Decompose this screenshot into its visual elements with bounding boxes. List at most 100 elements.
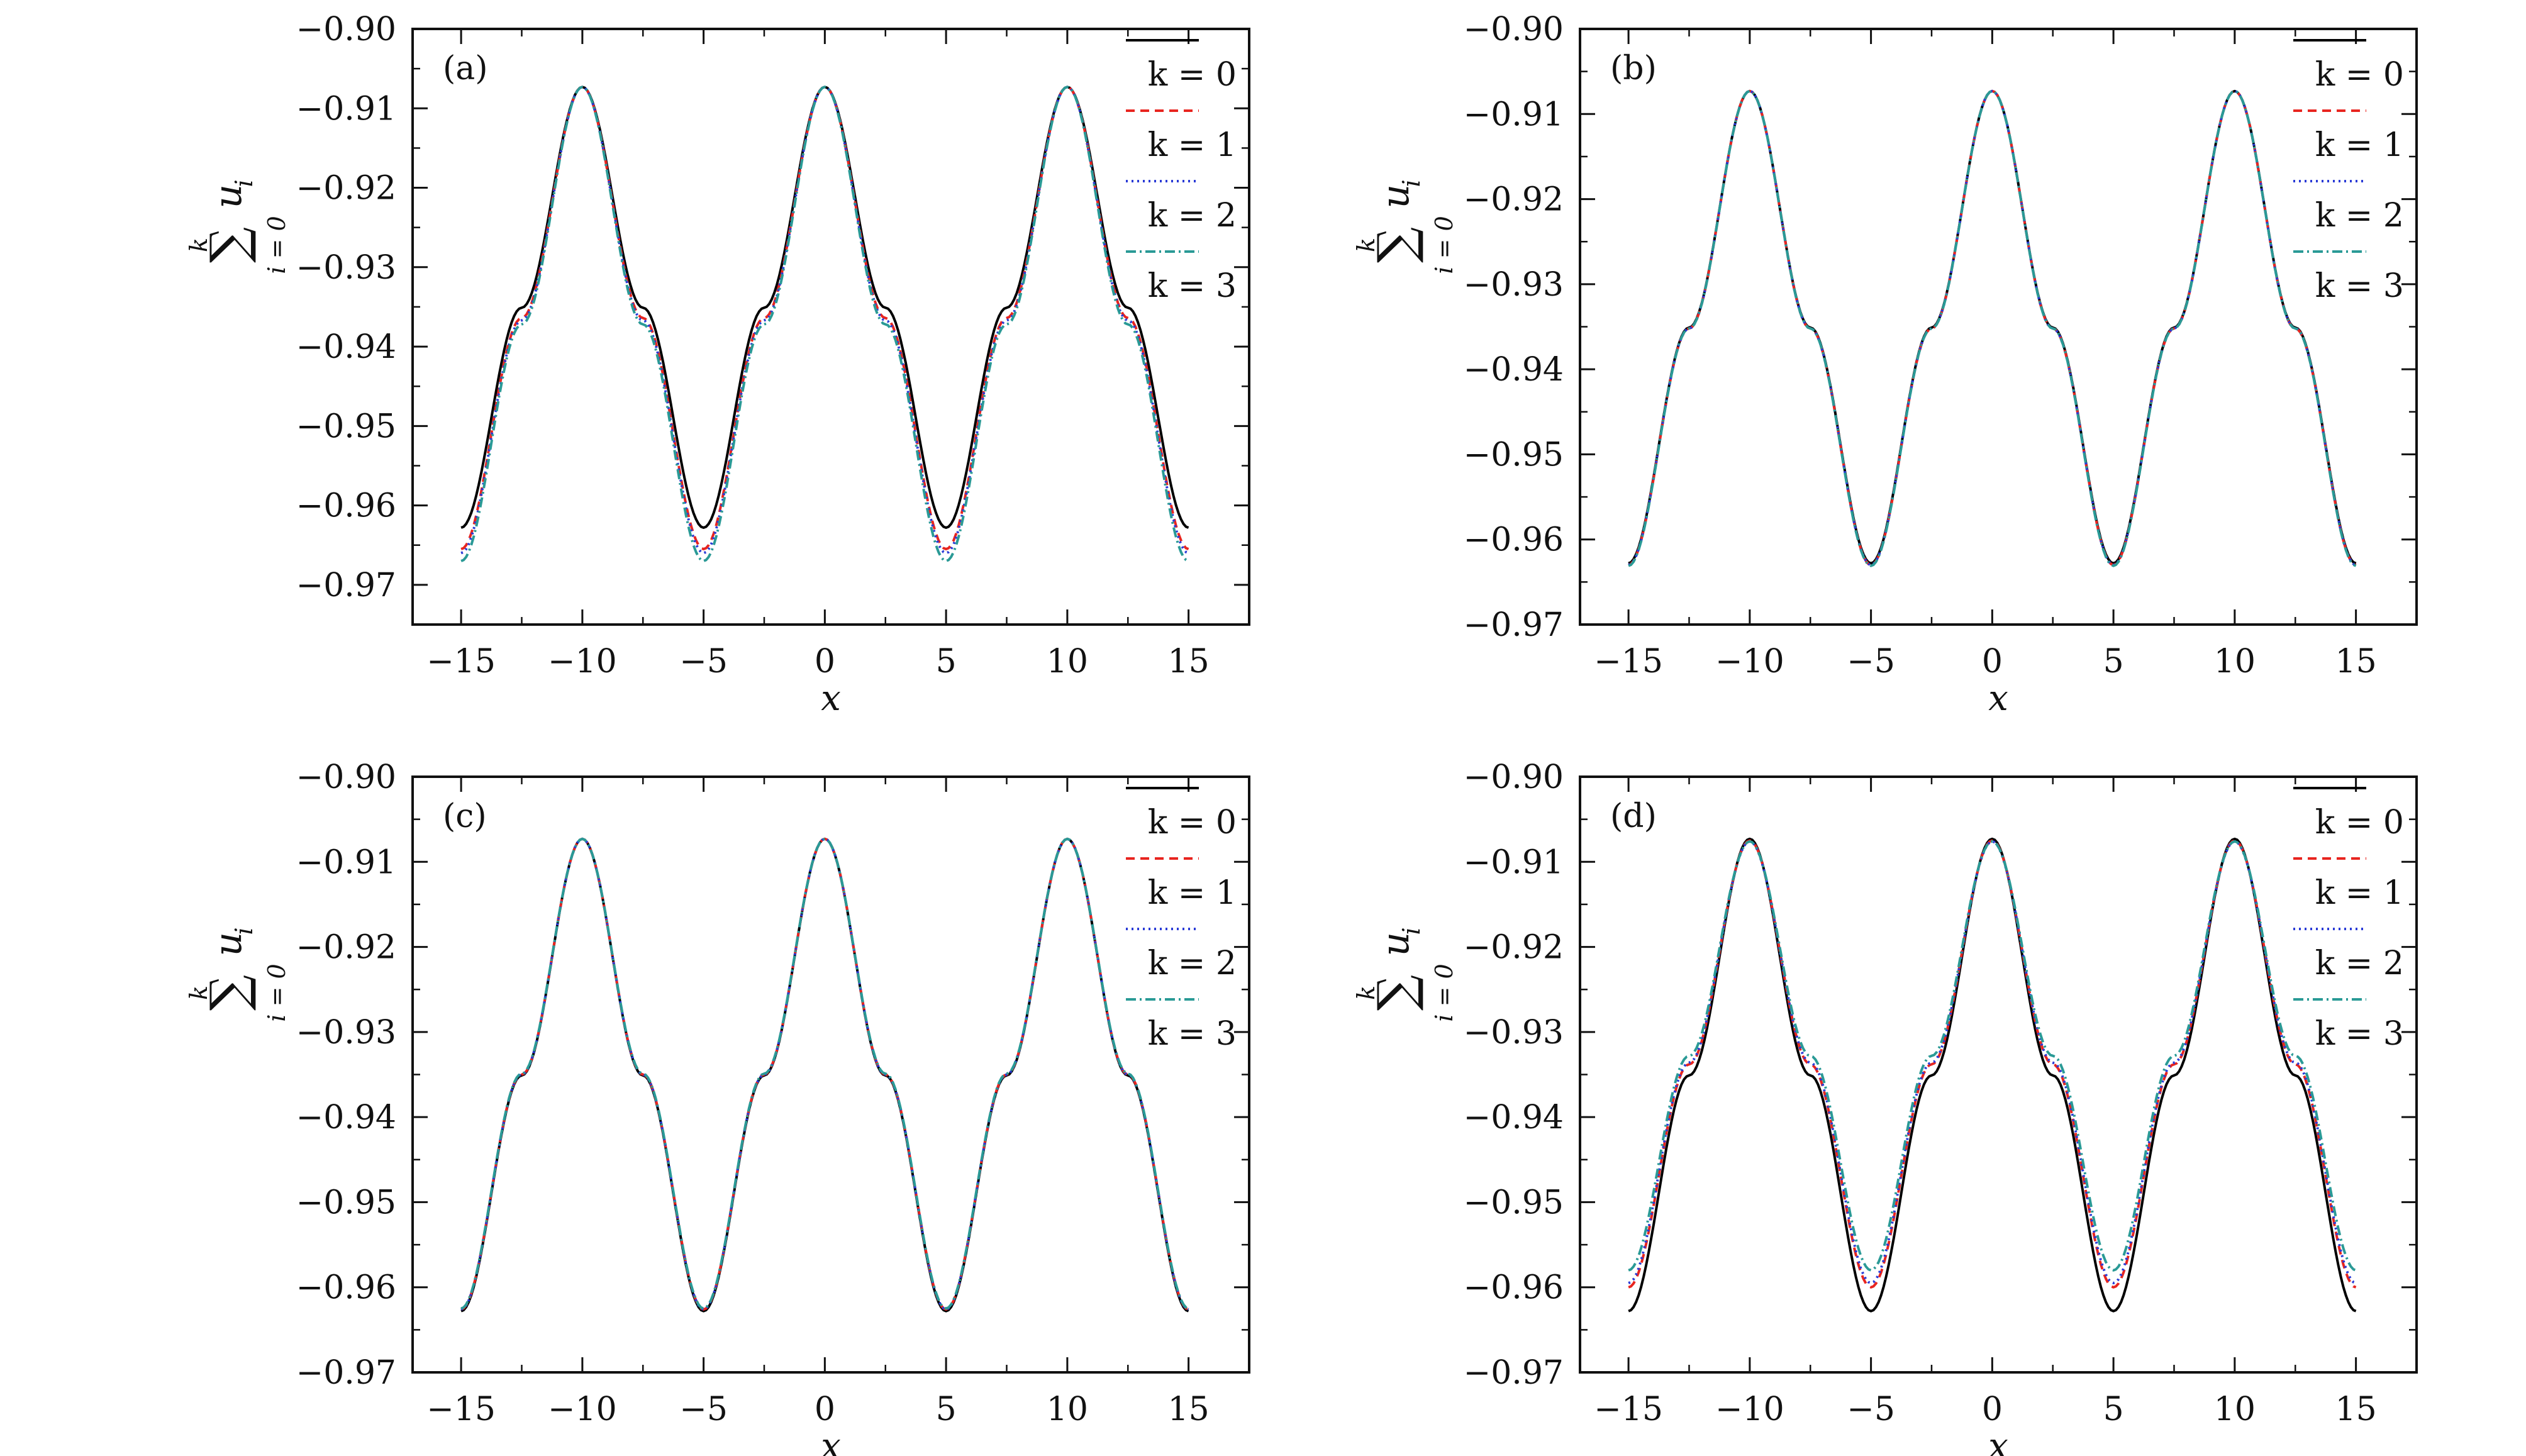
y-tick-label: −0.96 [1464, 1269, 1564, 1307]
series-line [1628, 839, 2357, 1289]
svg-text:i = 0: i = 0 [263, 964, 291, 1021]
y-tick-label: −0.94 [1464, 1099, 1564, 1136]
svg-text:∑: ∑ [199, 227, 258, 263]
svg-text:u: u [1374, 932, 1418, 957]
series-line [1628, 89, 2357, 567]
series-line [1628, 89, 2357, 567]
series-line [460, 837, 1189, 1313]
x-tick-label: 10 [2214, 1391, 2256, 1428]
panel-label: (d) [1610, 797, 1657, 835]
x-tick-label: −5 [679, 643, 728, 681]
x-tick-label: −5 [1847, 1391, 1895, 1428]
y-tick-label: −0.92 [296, 929, 396, 967]
y-tick-label: −0.94 [296, 328, 396, 366]
panel-label: (c) [443, 797, 487, 835]
x-tick-label: −10 [1715, 1391, 1784, 1428]
legend-entry: k = 1 [2315, 126, 2404, 164]
y-axis-label: ∑ i = 0 k ui [185, 927, 291, 1021]
x-tick-label: −10 [548, 1391, 617, 1428]
x-tick-label: −10 [1715, 643, 1784, 681]
series-line [460, 86, 1189, 562]
x-tick-label: 15 [1168, 1391, 1210, 1428]
series-line [1628, 89, 2357, 567]
y-tick-label: −0.90 [1464, 759, 1564, 796]
x-tick-label: −15 [1594, 643, 1663, 681]
x-axis-label: x [821, 678, 841, 719]
svg-text:i: i [1398, 179, 1425, 187]
legend-entry: k = 1 [1148, 874, 1237, 912]
series-line [460, 837, 1189, 1311]
legend-entry: k = 0 [1148, 56, 1237, 94]
plot-frame [411, 28, 1250, 626]
svg-text:i = 0: i = 0 [1430, 216, 1458, 274]
chart-panel-a: −0.90 −0.91 −0.92 −0.93 −0.94 −0.95 −0.96 −0.97… [185, 11, 1250, 719]
x-tick-label: 15 [1168, 643, 1210, 681]
x-tick-label: 5 [936, 1391, 957, 1428]
plot-frame [1579, 775, 2418, 1374]
svg-text:u: u [206, 932, 250, 957]
y-tick-label: −0.97 [296, 567, 396, 604]
y-tick-label: −0.91 [1464, 96, 1564, 133]
svg-text:∑: ∑ [199, 975, 258, 1011]
legend-entry: k = 0 [2315, 804, 2404, 842]
x-tick-label: 10 [1047, 643, 1088, 681]
y-tick-label: −0.97 [296, 1354, 396, 1392]
svg-text:i = 0: i = 0 [1430, 964, 1458, 1021]
y-tick-label: −0.90 [296, 759, 396, 796]
legend-entry: k = 2 [2315, 197, 2404, 235]
y-tick-label: −0.93 [1464, 266, 1564, 304]
y-tick-label: −0.91 [1464, 843, 1564, 881]
x-tick-label: 0 [815, 1391, 835, 1428]
x-tick-label: 5 [2103, 643, 2124, 681]
series-line [1628, 837, 2357, 1313]
x-axis-label: x [1988, 1426, 2008, 1456]
legend-entry: k = 3 [1148, 1015, 1237, 1053]
x-tick-label: 0 [1982, 643, 2003, 681]
y-tick-label: −0.92 [296, 170, 396, 208]
y-tick-label: −0.94 [296, 1099, 396, 1136]
legend-entry: k = 0 [1148, 804, 1237, 842]
y-tick-label: −0.93 [296, 1014, 396, 1052]
y-tick-label: −0.95 [1464, 1184, 1564, 1221]
y-tick-label: −0.91 [296, 843, 396, 881]
legend-entry: k = 0 [2315, 56, 2404, 94]
series-line [460, 837, 1189, 1310]
x-tick-label: 10 [2214, 643, 2256, 681]
x-tick-label: 5 [936, 643, 957, 681]
chart-panel-d: −0.90 −0.91 −0.92 −0.93 −0.94 −0.95 −0.96 −0.97… [1352, 759, 2418, 1456]
chart-panel-c: −0.90 −0.91 −0.92 −0.93 −0.94 −0.95 −0.96 −0.97… [185, 759, 1250, 1456]
svg-text:i: i [1398, 927, 1425, 935]
series-line [460, 86, 1189, 555]
legend: k = 0 k = 1 k = 2 k = 3 [2293, 39, 2404, 305]
plot-frame [411, 775, 1250, 1374]
x-tick-label: 15 [2335, 643, 2377, 681]
x-tick-label: −5 [1847, 643, 1895, 681]
svg-text:k: k [1352, 238, 1380, 252]
svg-text:i: i [230, 179, 258, 187]
y-tick-label: −0.93 [1464, 1014, 1564, 1052]
panel-label: (a) [443, 50, 488, 87]
y-tick-label: −0.94 [1464, 351, 1564, 389]
x-tick-label: 0 [815, 643, 835, 681]
x-axis-label: x [821, 1426, 841, 1456]
y-tick-label: −0.97 [1464, 606, 1564, 644]
series-line [460, 837, 1189, 1311]
y-axis-label: ∑ i = 0 k ui [1352, 179, 1458, 274]
legend: k = 0 k = 1 k = 2 k = 3 [2293, 787, 2404, 1053]
svg-text:∑: ∑ [1367, 227, 1425, 263]
legend-entry: k = 3 [2315, 1015, 2404, 1053]
y-tick-label: −0.90 [296, 11, 396, 48]
x-tick-label: 5 [2103, 1391, 2124, 1428]
svg-text:k: k [185, 238, 213, 252]
y-tick-label: −0.93 [296, 249, 396, 287]
legend-entry: k = 3 [1148, 267, 1237, 305]
legend-entry: k = 1 [2315, 874, 2404, 912]
x-tick-label: −15 [426, 1391, 496, 1428]
y-tick-label: −0.90 [1464, 11, 1564, 48]
y-tick-label: −0.92 [1464, 929, 1564, 967]
x-tick-label: 0 [1982, 1391, 2003, 1428]
x-tick-label: 10 [1047, 1391, 1088, 1428]
series-line [460, 86, 1189, 529]
y-tick-label: −0.96 [296, 1269, 396, 1307]
